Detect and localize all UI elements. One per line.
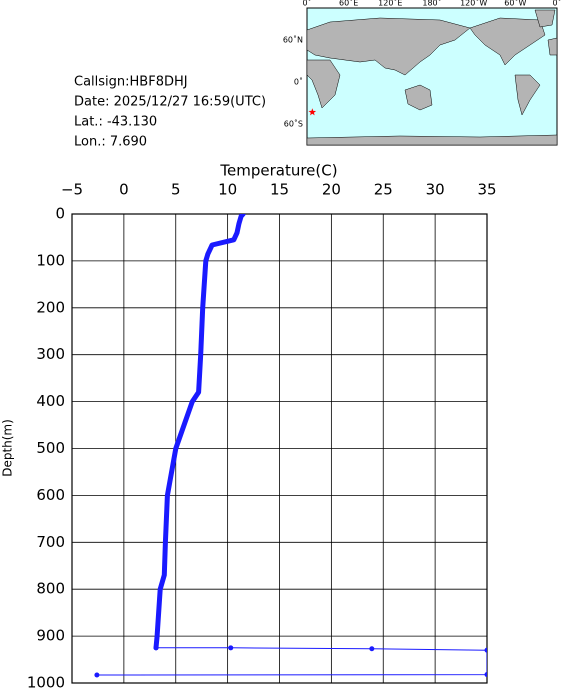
profile-line (96, 647, 487, 676)
y-tick-label: 500 (36, 439, 65, 457)
x-axis-title: Temperature(C) (219, 162, 337, 180)
eurasia (306, 17, 471, 76)
y-tick-label: 0 (55, 205, 65, 223)
x-tick-label: 0 (119, 181, 129, 199)
profile-point (484, 647, 487, 653)
africa (306, 59, 341, 109)
profile-point (94, 672, 100, 678)
map-lon-label: 0˚ (302, 0, 311, 8)
profile-point (228, 645, 234, 651)
header-line: Callsign:HBF8DHJ (74, 75, 188, 90)
header-line: Lat.: -43.130 (74, 115, 157, 130)
y-tick-label: 400 (36, 392, 65, 410)
map-lat-label: 60˚S (284, 119, 303, 129)
x-tick-label: 15 (270, 181, 289, 199)
profile-point (484, 672, 487, 678)
x-tick-label: 20 (322, 181, 341, 199)
x-tick-label: 10 (218, 181, 237, 199)
header-line: Date: 2025/12/27 16:59(UTC) (74, 95, 266, 110)
x-tick-label: 25 (374, 181, 393, 199)
map-lon-label: 60˚W (504, 0, 526, 8)
map (306, 7, 558, 146)
y-tick-label: 800 (36, 580, 65, 598)
antarctica (306, 134, 558, 146)
map-lon-label: 60˚E (339, 0, 358, 8)
y-tick-label: 900 (36, 627, 65, 645)
north-america (469, 17, 546, 66)
greenland (534, 9, 556, 28)
header: Callsign:HBF8DHJ Date: 2025/12/27 16:59(… (74, 75, 266, 150)
continents (306, 9, 558, 146)
x-tick-label: 35 (477, 181, 496, 199)
x-tick-label: 30 (426, 181, 445, 199)
station-marker (308, 108, 317, 116)
y-axis-title: Depth(m) (1, 419, 15, 477)
header-line: Lon.: 7.690 (74, 135, 147, 150)
y-tick-label: 700 (36, 533, 65, 551)
y-tick-label: 100 (36, 251, 65, 269)
profile-line (153, 214, 246, 651)
plot-area (94, 214, 487, 678)
europe-wrap (547, 37, 558, 56)
y-tick-label: 1000 (27, 674, 65, 690)
map-lon-label: 0˚ (552, 0, 561, 8)
south-america (514, 74, 541, 116)
y-tick-label: 300 (36, 345, 65, 363)
y-tick-label: 200 (36, 298, 65, 316)
map-lon-label: 120˚E (378, 0, 402, 8)
profile-point (369, 646, 375, 652)
map-lon-label: 180˚ (422, 0, 441, 8)
map-lat-label: 0˚ (294, 77, 303, 87)
y-tick-label: 600 (36, 486, 65, 504)
profile-point (153, 645, 159, 651)
australia (404, 84, 433, 111)
x-tick-label: 5 (171, 181, 181, 199)
map-lat-label: 60˚N (283, 35, 303, 45)
x-tick-label: −5 (61, 181, 83, 199)
map-lon-label: 120˚W (460, 0, 487, 8)
